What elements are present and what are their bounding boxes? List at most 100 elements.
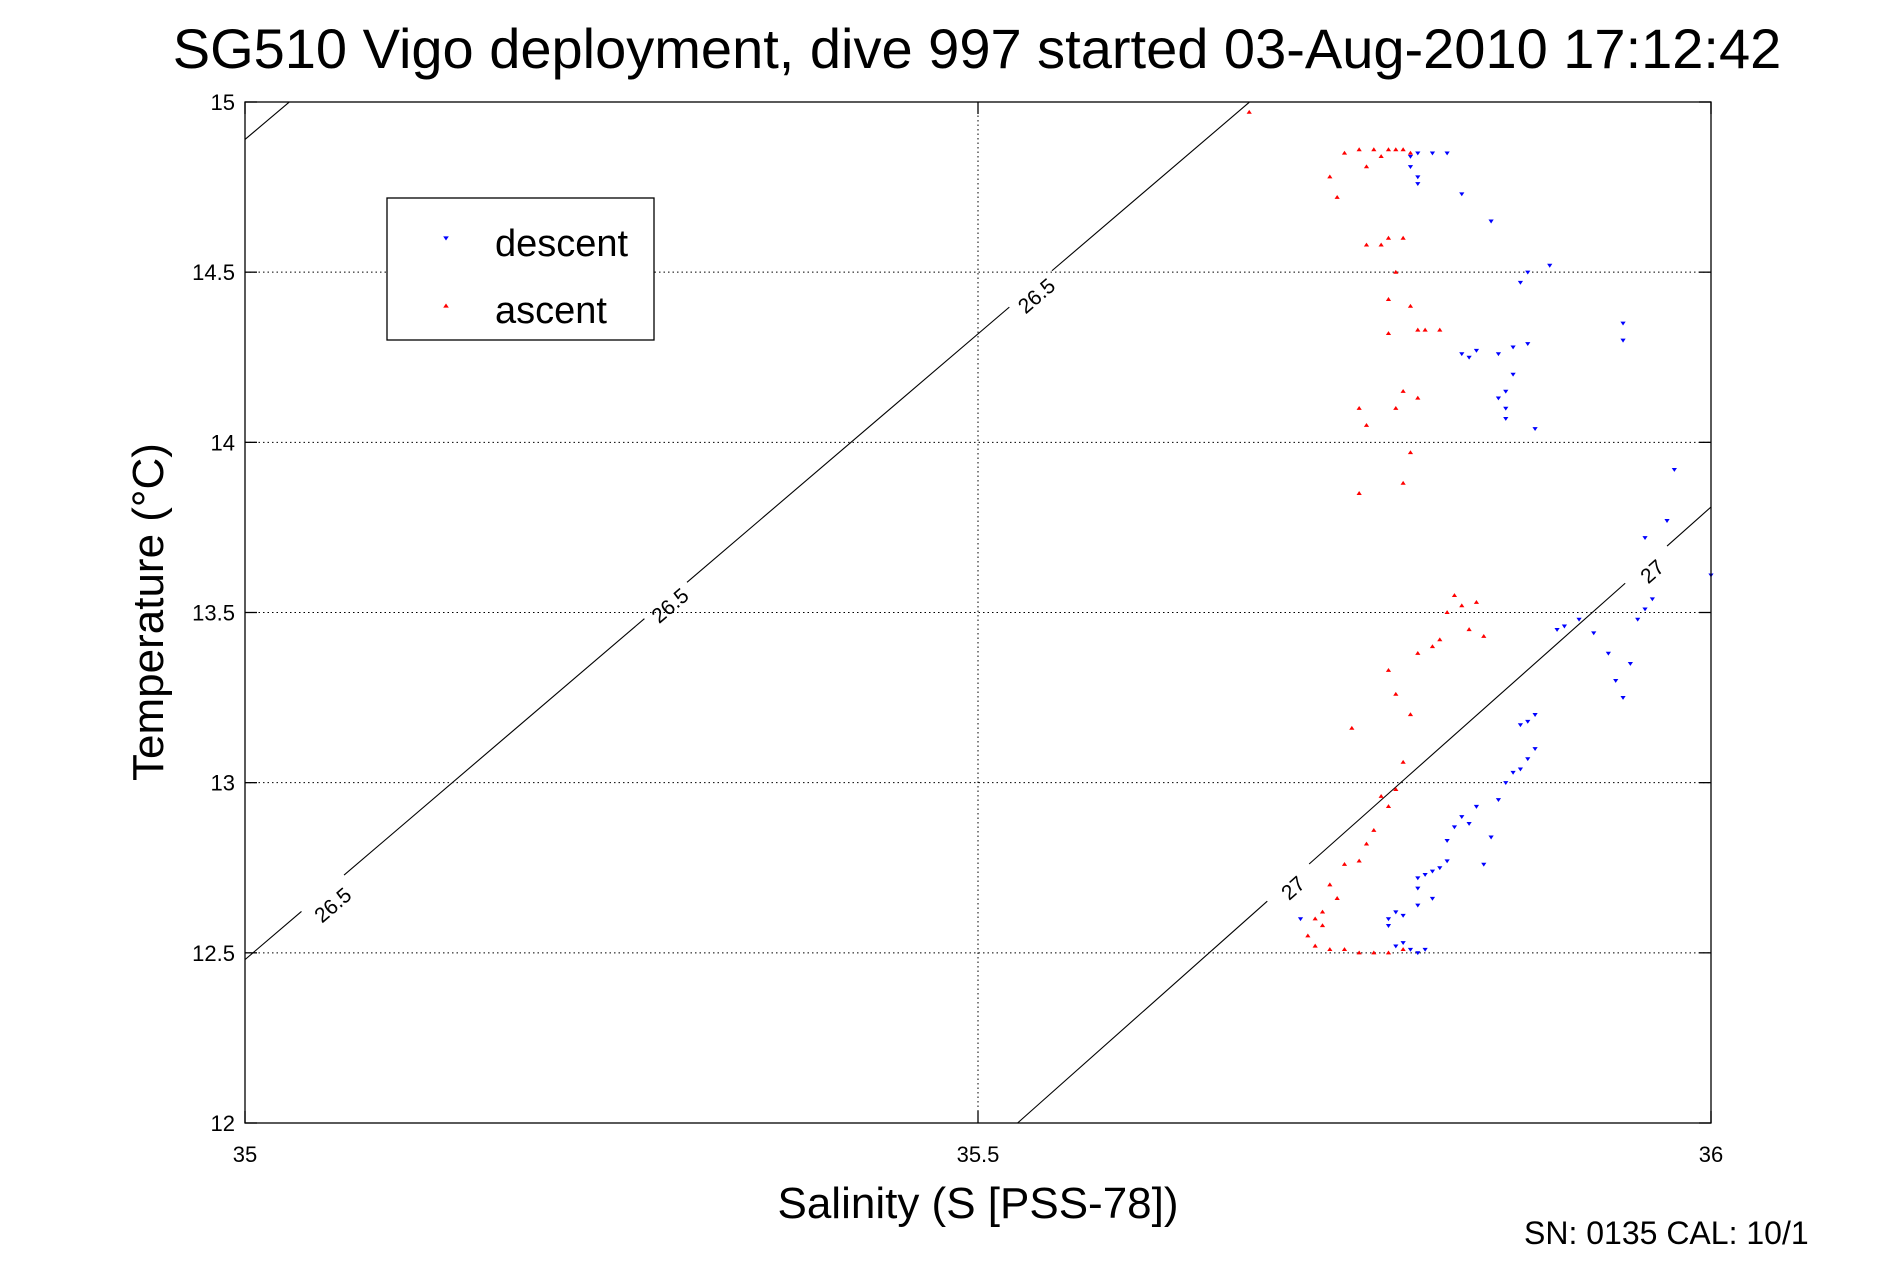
ascent-point bbox=[1407, 450, 1414, 455]
x-axis-label: Salinity (S [PSS-78]) bbox=[777, 1179, 1178, 1228]
descent-point bbox=[1642, 536, 1648, 540]
contour-line bbox=[244, 101, 290, 140]
descent-point bbox=[1385, 924, 1392, 928]
ascent-point bbox=[1400, 235, 1406, 240]
descent-point bbox=[1459, 192, 1465, 197]
ascent-point bbox=[1385, 235, 1392, 240]
descent-point bbox=[1444, 151, 1450, 156]
ascent-point bbox=[1415, 651, 1421, 655]
descent-point bbox=[1473, 804, 1480, 809]
descent-point bbox=[1429, 151, 1436, 156]
ascent-point bbox=[1363, 422, 1370, 427]
ascent-point bbox=[1400, 480, 1406, 485]
descent-point bbox=[1671, 468, 1677, 472]
descent-point bbox=[1503, 781, 1509, 786]
ascent-point bbox=[1327, 947, 1333, 951]
y-tick-label: 13.5 bbox=[192, 601, 235, 626]
y-tick-label: 12 bbox=[211, 1111, 235, 1136]
legend-label-descent: descent bbox=[495, 223, 629, 265]
descent-point bbox=[1517, 723, 1524, 728]
descent-point bbox=[1393, 910, 1399, 915]
descent-point bbox=[1525, 719, 1531, 724]
descent-point bbox=[1459, 815, 1465, 820]
descent-point bbox=[1422, 947, 1428, 952]
ascent-point bbox=[1385, 668, 1392, 672]
descent-point bbox=[1510, 345, 1516, 350]
ascent-point bbox=[1422, 327, 1428, 332]
descent-point bbox=[1488, 219, 1494, 224]
ascent-point bbox=[1393, 147, 1399, 152]
descent-point bbox=[1466, 821, 1472, 826]
contour-line bbox=[1017, 900, 1268, 1124]
ascent-point bbox=[1327, 174, 1333, 179]
y-tick-label: 13 bbox=[211, 771, 235, 796]
descent-point bbox=[1620, 696, 1626, 700]
ascent-point bbox=[1385, 804, 1392, 809]
descent-point bbox=[1627, 661, 1633, 666]
ascent-point bbox=[1407, 712, 1414, 717]
ascent-point bbox=[1371, 827, 1377, 832]
legend-marker-ascent bbox=[443, 303, 449, 308]
descent-point bbox=[1415, 175, 1421, 180]
ascent-point bbox=[1473, 599, 1480, 604]
descent-point bbox=[1415, 903, 1421, 908]
descent-point bbox=[1510, 372, 1516, 377]
descent-point bbox=[1561, 624, 1567, 629]
descent-point bbox=[1620, 338, 1626, 343]
descent-point bbox=[1642, 607, 1648, 612]
ascent-point bbox=[1429, 644, 1436, 649]
descent-point bbox=[1415, 182, 1421, 187]
ascent-point bbox=[1341, 150, 1348, 155]
descent-point bbox=[1525, 342, 1531, 346]
contour-line bbox=[686, 306, 1010, 583]
descent-point bbox=[1635, 617, 1641, 622]
ascent-point bbox=[1349, 725, 1355, 730]
ascent-point bbox=[1400, 947, 1406, 951]
x-tick-label: 36 bbox=[1699, 1142, 1723, 1167]
ascent-point bbox=[1400, 147, 1406, 152]
ascent-point bbox=[1371, 147, 1377, 152]
descent-point bbox=[1422, 872, 1428, 877]
ascent-point bbox=[1393, 405, 1399, 410]
descent-point bbox=[1415, 886, 1421, 891]
contour-line bbox=[1666, 506, 1712, 547]
descent-point bbox=[1385, 917, 1392, 922]
ascent-point bbox=[1393, 691, 1399, 696]
descent-point bbox=[1503, 416, 1509, 421]
ascent-point bbox=[1400, 388, 1406, 393]
ascent-point bbox=[1312, 943, 1318, 948]
descent-point bbox=[1547, 263, 1553, 268]
contour-line bbox=[1308, 582, 1626, 865]
ascent-point bbox=[1400, 759, 1406, 764]
ascent-point bbox=[1356, 147, 1362, 152]
ascent-point bbox=[1437, 327, 1443, 332]
ascent-point bbox=[1385, 950, 1392, 955]
legend: descent ascent bbox=[386, 197, 655, 341]
descent-point bbox=[1649, 597, 1655, 602]
descent-point bbox=[1510, 770, 1516, 775]
ascent-point bbox=[1363, 164, 1370, 169]
ascent-point bbox=[1437, 637, 1443, 642]
ascent-point bbox=[1319, 909, 1326, 914]
ascent-point bbox=[1356, 858, 1362, 863]
series-descent bbox=[1297, 151, 1714, 956]
x-tick-label: 35.5 bbox=[957, 1142, 1000, 1167]
contour-line bbox=[244, 911, 302, 961]
ascent-point bbox=[1327, 882, 1333, 887]
ascent-point bbox=[1444, 610, 1450, 615]
descent-point bbox=[1495, 396, 1502, 401]
ascent-point bbox=[1371, 950, 1377, 955]
ascent-point bbox=[1356, 950, 1362, 955]
descent-point bbox=[1503, 406, 1509, 411]
ascent-point bbox=[1363, 841, 1370, 846]
contour-line bbox=[343, 618, 645, 876]
y-tick-label: 14.5 bbox=[192, 260, 235, 285]
ascent-point bbox=[1415, 327, 1421, 332]
descent-point bbox=[1591, 631, 1597, 636]
descent-point bbox=[1444, 838, 1450, 843]
ascent-point bbox=[1378, 793, 1384, 798]
descent-point bbox=[1415, 151, 1421, 156]
ascent-point bbox=[1341, 947, 1348, 951]
